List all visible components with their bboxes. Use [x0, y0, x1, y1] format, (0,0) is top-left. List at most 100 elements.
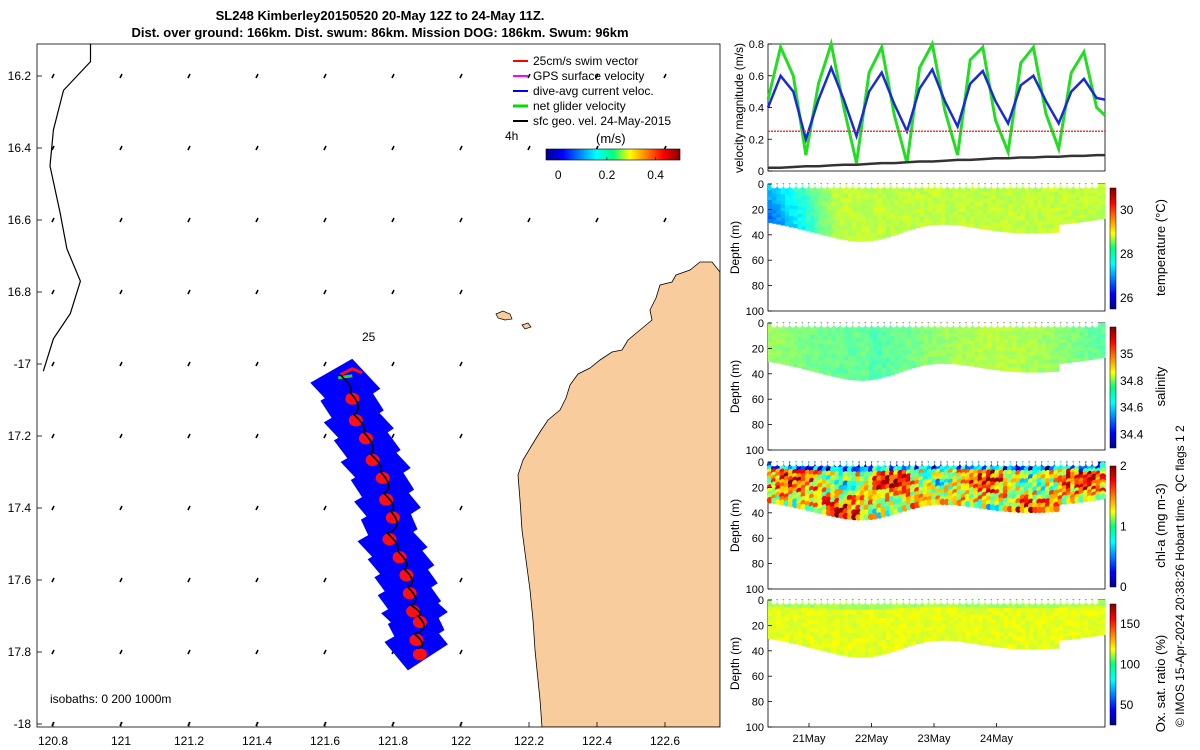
section-sample: [1053, 505, 1060, 513]
section-cell: [881, 224, 887, 230]
section-y-tick: 80: [752, 697, 764, 709]
section-cell: [1029, 351, 1034, 357]
section-cell: [953, 634, 959, 638]
section-cell: [995, 330, 1001, 336]
section-cell: [1067, 332, 1072, 337]
section-cell: [944, 336, 950, 341]
surface-scallop: [871, 460, 878, 467]
section-cell: [797, 618, 803, 623]
section-cell: [1071, 625, 1077, 630]
section-cell: [936, 620, 942, 625]
section-cell: [1003, 362, 1009, 368]
section-cell: [957, 630, 963, 635]
section-cell: [911, 224, 916, 230]
surface-scallop: [890, 321, 897, 328]
section-cell: [797, 622, 803, 627]
surface-scallop: [846, 598, 853, 605]
surface-scallop: [985, 321, 992, 328]
section-cell: [1029, 628, 1034, 634]
section-cell: [1025, 616, 1030, 621]
section-cell: [801, 214, 807, 219]
section-cell: [784, 357, 790, 362]
section-cell: [827, 201, 832, 207]
section-cell: [1088, 606, 1093, 610]
section-cell: [881, 640, 887, 646]
section-cell: [1003, 203, 1009, 209]
section-colorbar-tick: 1: [1120, 520, 1127, 534]
section-cell: [944, 187, 950, 192]
section-cell: [987, 626, 992, 631]
swim-vector-blob: [399, 569, 414, 582]
surface-scallop: [871, 182, 878, 189]
legend-entry: dive-avg current veloc.: [533, 84, 654, 98]
surface-vector: [51, 145, 55, 151]
section-cell: [919, 219, 925, 224]
section-cell: [789, 610, 794, 615]
section-cell: [1041, 220, 1047, 226]
section-cell: [898, 212, 904, 218]
surface-scallop: [783, 598, 790, 605]
section-cell: [831, 331, 836, 337]
section-cell: [966, 219, 971, 224]
surface-scallop: [972, 182, 979, 189]
surface-scallop: [859, 598, 866, 605]
section-cell: [780, 357, 786, 362]
section-cell: [1037, 628, 1043, 634]
section-cell: [856, 633, 862, 639]
section-cell: [886, 345, 891, 350]
section-cell: [957, 197, 963, 202]
section-cell: [869, 337, 874, 343]
section-cell: [894, 188, 900, 193]
section-cell: [856, 193, 862, 199]
section-cell: [1058, 204, 1064, 208]
section-cell: [1096, 605, 1102, 610]
section-cell: [987, 641, 992, 647]
section-cell: [1058, 610, 1064, 614]
surface-scallop: [840, 321, 847, 328]
section-cell: [907, 203, 912, 208]
section-cell: [1016, 351, 1022, 357]
section-cell: [907, 226, 912, 231]
section-cell: [843, 235, 849, 241]
section-cell: [991, 199, 997, 204]
section-cell: [1088, 217, 1093, 221]
section-cell: [932, 194, 938, 199]
section-cell: [923, 340, 929, 345]
section-cell: [982, 600, 988, 605]
section-cell: [843, 369, 849, 375]
section-cell: [907, 218, 912, 223]
section-cell: [1037, 228, 1043, 234]
section-cell: [831, 188, 836, 194]
section-cell: [784, 326, 790, 331]
section-cell: [864, 619, 870, 625]
section-cell: [839, 345, 845, 352]
section-cell: [911, 195, 916, 200]
section-cell: [839, 636, 845, 642]
section-cell: [860, 222, 866, 228]
section-cell: [1075, 326, 1081, 330]
section-cell: [797, 337, 803, 343]
section-cell: [991, 187, 997, 193]
section-cell: [881, 627, 887, 633]
section-cell: [944, 623, 950, 628]
section-cell: [940, 630, 946, 634]
section-cell: [1050, 608, 1055, 613]
section-cell: [902, 227, 908, 232]
surface-scallop: [865, 182, 872, 189]
section-cell: [848, 332, 853, 338]
section-cell: [877, 368, 883, 374]
section-cell: [869, 346, 874, 352]
section-cell: [793, 194, 799, 200]
section-cell: [793, 333, 799, 339]
section-cell: [932, 610, 938, 615]
section-cell: [831, 367, 836, 373]
surface-scallop: [915, 460, 922, 467]
section-cell: [936, 623, 942, 628]
section-cell: [1020, 636, 1026, 642]
section-cell: [827, 370, 832, 376]
section-cell: [940, 207, 946, 212]
velocity-series-line: [766, 64, 1106, 144]
section-cell: [936, 359, 942, 364]
section-cell: [852, 207, 858, 213]
section-cell: [999, 643, 1005, 648]
